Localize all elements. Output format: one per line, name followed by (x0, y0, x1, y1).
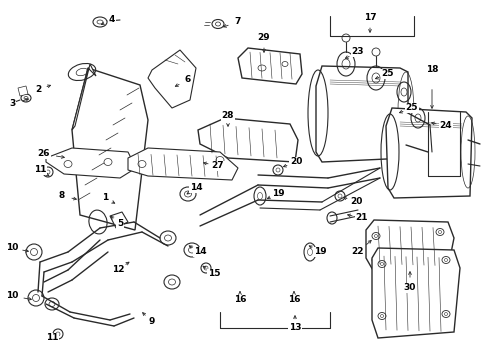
Text: 21: 21 (355, 213, 367, 222)
Text: 29: 29 (257, 33, 270, 42)
Polygon shape (72, 64, 96, 130)
Text: 17: 17 (363, 13, 376, 22)
Polygon shape (18, 86, 28, 96)
Text: 10: 10 (6, 292, 18, 301)
Polygon shape (110, 212, 128, 228)
Text: 8: 8 (59, 192, 65, 201)
Text: 19: 19 (271, 189, 284, 198)
Text: 24: 24 (439, 122, 451, 130)
Text: 25: 25 (381, 69, 393, 78)
Text: 6: 6 (184, 76, 191, 85)
Polygon shape (148, 50, 196, 108)
Text: 26: 26 (38, 149, 50, 158)
Text: 23: 23 (351, 48, 364, 57)
Text: 18: 18 (425, 66, 437, 75)
Text: 15: 15 (207, 270, 220, 279)
Text: 16: 16 (287, 296, 300, 305)
Text: 4: 4 (109, 15, 115, 24)
Polygon shape (365, 220, 453, 272)
Text: 28: 28 (221, 112, 234, 121)
Polygon shape (72, 68, 148, 230)
Text: 5: 5 (117, 220, 123, 229)
Text: 7: 7 (234, 18, 241, 27)
Text: 1: 1 (102, 194, 108, 202)
Text: 12: 12 (112, 266, 124, 274)
Text: 11: 11 (34, 166, 46, 175)
Text: 25: 25 (405, 104, 417, 112)
Text: 20: 20 (349, 198, 362, 207)
Text: 9: 9 (148, 318, 155, 327)
Polygon shape (128, 148, 238, 180)
Text: 27: 27 (211, 162, 224, 171)
Polygon shape (371, 248, 459, 338)
Text: 14: 14 (193, 248, 206, 256)
Text: 20: 20 (289, 158, 302, 166)
Text: 14: 14 (189, 184, 202, 193)
Text: 22: 22 (351, 248, 364, 256)
Text: 16: 16 (233, 296, 246, 305)
Text: 3: 3 (9, 99, 15, 108)
Polygon shape (315, 66, 407, 162)
Text: 11: 11 (46, 333, 58, 342)
Text: 30: 30 (403, 284, 415, 292)
Polygon shape (238, 48, 302, 84)
Polygon shape (46, 148, 136, 178)
Polygon shape (198, 118, 297, 162)
Text: 13: 13 (288, 324, 301, 333)
Text: 19: 19 (313, 248, 325, 256)
Polygon shape (385, 108, 471, 198)
Text: 10: 10 (6, 243, 18, 252)
Text: 2: 2 (35, 85, 41, 94)
